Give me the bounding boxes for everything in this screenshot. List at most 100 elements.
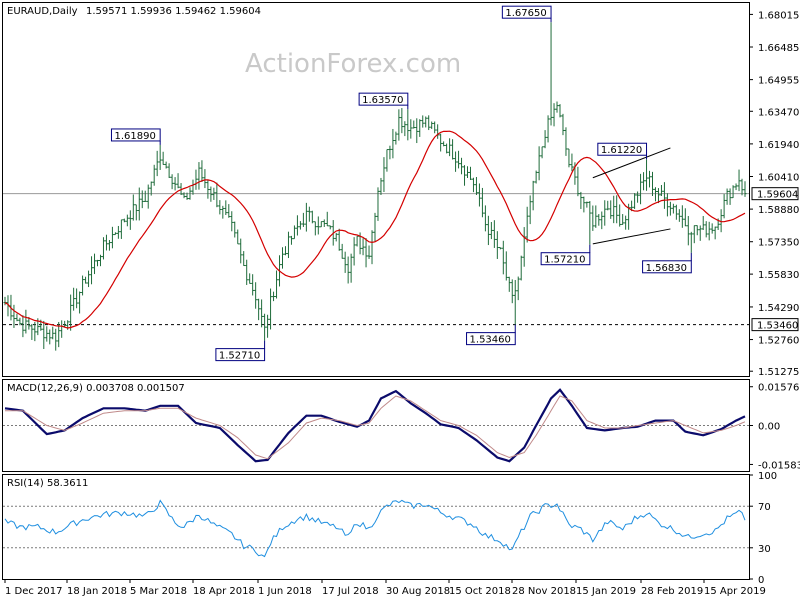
x-axis: 1 Dec 2017 18 Jan 2018 5 Mar 2018 18 Apr 20… xyxy=(4,579,766,597)
price-bar xyxy=(322,219,326,227)
price-bar xyxy=(579,191,583,209)
price-bar xyxy=(110,226,114,249)
price-bar xyxy=(677,209,681,222)
price-bar xyxy=(316,216,320,235)
price-bar xyxy=(221,205,225,219)
price-bar xyxy=(87,270,91,288)
price-bar xyxy=(582,196,586,213)
channel-trendline xyxy=(592,147,671,179)
price-bar xyxy=(409,119,413,139)
watermark: ActionForex.com xyxy=(245,49,461,79)
price-bar xyxy=(152,164,156,186)
price-y-tick-label: 1.52760 xyxy=(758,336,799,347)
x-tick-label: 15 Jan 2019 xyxy=(576,586,636,597)
price-bar xyxy=(349,253,353,283)
price-bar xyxy=(143,190,147,202)
price-bar xyxy=(203,169,207,189)
price-bar xyxy=(606,200,610,211)
price-annotation-box xyxy=(358,92,409,106)
price-bar xyxy=(477,183,481,207)
price-bar xyxy=(257,298,261,321)
price-bar xyxy=(128,210,132,230)
price-bar xyxy=(719,209,723,233)
price-bar xyxy=(633,193,637,209)
current-price-tag: 1.59604 xyxy=(757,190,798,201)
price-bar xyxy=(227,204,231,218)
price-bar xyxy=(430,121,434,129)
x-tick-label: 28 Feb 2019 xyxy=(641,586,703,597)
price-pane-frame xyxy=(2,2,750,377)
price-bar xyxy=(528,195,532,225)
price-bar xyxy=(421,115,425,128)
price-bar xyxy=(292,225,296,240)
price-annotation-label: 1.61890 xyxy=(114,131,155,142)
price-bar xyxy=(516,276,520,301)
x-tick-label: 15 Oct 2018 xyxy=(449,586,511,597)
price-bar xyxy=(588,201,592,245)
y-axes: 1.68015 1.66485 1.64955 1.63470 1.61940 1.604… xyxy=(749,10,800,586)
price-y-tick-label: 1.60410 xyxy=(758,172,799,183)
price-bar xyxy=(233,221,237,238)
price-bar xyxy=(689,231,693,253)
price-bar xyxy=(382,157,386,193)
price-bar xyxy=(161,151,165,165)
x-tick-label: 30 Aug 2018 xyxy=(386,586,450,597)
price-bar xyxy=(671,203,675,214)
price-bar xyxy=(471,177,475,193)
price-bar xyxy=(84,276,88,284)
price-bar xyxy=(301,212,305,227)
price-bar xyxy=(701,216,705,231)
price-bar xyxy=(639,173,643,205)
price-bar xyxy=(209,186,213,202)
price-annotation-label: 1.52710 xyxy=(219,351,260,362)
macd-title: MACD(12,26,9) 0.003708 0.001507 xyxy=(7,383,185,394)
price-bar xyxy=(454,151,458,172)
price-bar xyxy=(385,149,389,172)
price-y-tick-label: 1.58880 xyxy=(758,205,799,216)
price-bar xyxy=(665,193,669,217)
price-bar xyxy=(555,101,559,113)
x-tick-label: 1 Jun 2018 xyxy=(258,586,312,597)
price-bar xyxy=(376,187,380,221)
price-bar xyxy=(125,214,129,227)
price-bar xyxy=(185,192,189,200)
price-bar xyxy=(513,279,517,325)
price-bar xyxy=(90,256,94,285)
price-bar xyxy=(463,165,467,186)
price-bar xyxy=(576,166,580,197)
rsi-line xyxy=(4,499,746,558)
price-annotation-label: 1.56830 xyxy=(646,263,687,274)
price-bar xyxy=(346,256,350,284)
price-y-tick-label: 1.57350 xyxy=(758,238,799,249)
ohlc-label: 1.59571 1.59936 1.59462 1.59604 xyxy=(86,6,261,17)
price-bar xyxy=(230,211,234,232)
price-bar xyxy=(734,183,738,191)
price-bar xyxy=(245,259,249,285)
price-bar xyxy=(69,294,73,331)
price-bar xyxy=(218,200,222,215)
price-annotation-box xyxy=(466,332,516,346)
price-bar xyxy=(275,270,279,299)
price-bar xyxy=(609,200,613,219)
price-bar xyxy=(239,238,243,264)
price-bar xyxy=(662,182,666,209)
price-bar xyxy=(24,309,28,334)
price-bar xyxy=(263,313,267,341)
price-bar xyxy=(534,170,538,184)
price-bar xyxy=(45,326,49,342)
price-bar xyxy=(167,163,171,178)
price-bar xyxy=(93,253,97,275)
price-bar xyxy=(260,299,264,328)
price-annotation-box xyxy=(540,252,591,266)
price-bar xyxy=(540,146,544,159)
price-y-tick-label: 1.68015 xyxy=(758,10,799,21)
price-bar xyxy=(740,178,744,196)
price-bar xyxy=(642,172,646,191)
price-annotation-label: 1.57210 xyxy=(544,255,585,266)
price-bar xyxy=(224,200,228,215)
price-bar xyxy=(340,243,344,259)
price-y-tick-label: 1.54290 xyxy=(758,303,799,314)
price-bar xyxy=(504,251,508,281)
price-bar xyxy=(343,251,347,273)
price-bar xyxy=(200,160,204,182)
